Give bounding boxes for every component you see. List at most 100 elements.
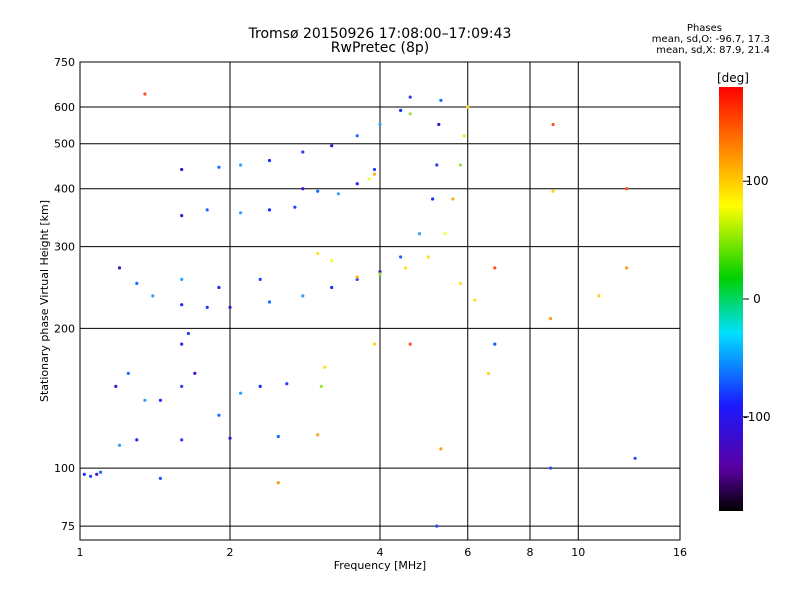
data-point	[258, 277, 262, 281]
y-tick-label: 200	[54, 322, 75, 335]
data-point	[378, 122, 382, 127]
data-point	[597, 294, 601, 298]
data-point	[258, 384, 262, 388]
y-tick-label: 500	[54, 138, 75, 151]
data-point	[330, 144, 334, 148]
data-point	[372, 167, 377, 172]
data-point	[451, 197, 455, 201]
data-point	[239, 163, 243, 167]
data-point	[355, 277, 359, 281]
data-point	[551, 122, 555, 127]
data-point	[293, 205, 297, 209]
data-point	[355, 275, 359, 279]
x-tick-label: 10	[571, 546, 585, 559]
data-point	[426, 255, 430, 259]
axis-ticks: 1 2 4 6 8 10 16 75 100 200 300 400 500 600 750	[54, 56, 687, 559]
data-point	[493, 342, 497, 346]
data-point	[625, 187, 629, 191]
data-point	[466, 105, 470, 109]
data-point	[285, 382, 289, 386]
data-point	[431, 197, 435, 201]
data-point	[217, 165, 221, 169]
data-point	[151, 294, 155, 298]
x-tick-label: 1	[77, 546, 84, 559]
data-point	[143, 398, 147, 402]
data-point	[403, 266, 408, 270]
data-point	[267, 208, 272, 212]
data-point	[180, 303, 184, 307]
x-tick-label: 2	[227, 546, 234, 559]
data-point	[323, 365, 327, 369]
data-point	[180, 342, 184, 346]
plot-frame	[79, 61, 681, 541]
data-point	[625, 266, 629, 270]
colorbar-ticks: 100 0 -100	[743, 174, 771, 424]
data-point	[205, 208, 209, 212]
data-point	[435, 524, 439, 528]
data-point	[158, 398, 162, 402]
data-point	[435, 163, 439, 167]
data-point	[462, 134, 466, 138]
data-point	[99, 470, 103, 474]
colorbar-tick-label: 0	[753, 292, 761, 306]
data-point	[89, 474, 93, 478]
y-tick-label: 600	[54, 101, 75, 114]
data-point	[135, 438, 139, 442]
data-point	[180, 384, 184, 388]
data-point	[417, 232, 422, 236]
data-point	[158, 476, 162, 480]
data-point	[330, 259, 334, 263]
data-point	[336, 192, 340, 196]
data-point	[228, 436, 232, 440]
y-tick-label: 300	[54, 241, 75, 254]
data-point	[486, 371, 490, 375]
data-point	[180, 167, 184, 172]
data-point	[217, 285, 221, 290]
data-point	[458, 163, 462, 167]
data-point	[378, 272, 382, 276]
chart-title: Tromsø 20150926 17:08:00–17:09:43	[248, 26, 512, 42]
data-point	[205, 305, 209, 309]
y-tick-label: 400	[54, 183, 75, 196]
data-point	[82, 472, 86, 476]
data-point	[135, 281, 139, 285]
data-point	[473, 298, 477, 302]
data-point	[267, 158, 272, 163]
data-point	[439, 447, 443, 451]
data-points	[82, 92, 637, 528]
data-point	[217, 413, 221, 417]
colorbar-tick-label: 100	[746, 174, 769, 188]
data-point	[316, 433, 320, 437]
data-point	[330, 285, 334, 290]
data-point	[316, 251, 320, 256]
x-tick-label: 6	[464, 546, 471, 559]
colorbar-tick-label: -100	[743, 410, 770, 424]
data-point	[551, 189, 555, 193]
chart-subtitle: RwPretec (8p)	[330, 40, 430, 56]
y-tick-label: 750	[54, 56, 75, 69]
data-point	[355, 182, 359, 186]
data-point	[239, 391, 243, 395]
data-point	[378, 270, 382, 274]
data-point	[399, 108, 403, 112]
data-point	[355, 134, 359, 138]
data-point	[276, 434, 280, 439]
data-point	[437, 122, 441, 127]
y-tick-label: 75	[61, 520, 75, 533]
colorbar	[719, 87, 743, 511]
data-point	[372, 342, 377, 346]
data-point	[301, 294, 305, 298]
data-point	[372, 172, 377, 176]
data-point	[319, 384, 323, 388]
data-point	[408, 95, 412, 99]
data-point	[239, 211, 243, 215]
data-point	[193, 371, 197, 375]
data-point	[228, 305, 232, 309]
data-point	[301, 187, 305, 191]
data-point	[399, 255, 403, 259]
data-point	[493, 266, 497, 270]
data-point	[143, 92, 147, 96]
data-point	[180, 214, 184, 218]
data-point	[439, 98, 443, 102]
x-tick-label: 4	[377, 546, 384, 559]
